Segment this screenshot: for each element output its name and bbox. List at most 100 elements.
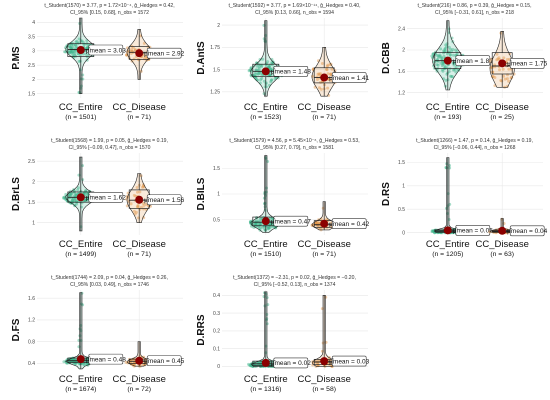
data-point [253,222,257,226]
data-point [134,210,138,214]
data-point [74,193,78,197]
y-tick-label: 2 [32,179,35,185]
data-point [70,45,74,49]
x-category-label: CC_Disease [113,102,166,113]
data-point [68,193,72,197]
x-category-count: (n = 1674) [65,386,96,393]
data-point [70,51,73,55]
data-point [266,226,270,230]
data-point [444,166,448,170]
mean-label: μ̂mean = 3.03 [86,47,126,54]
y-tick-label: 2.5 [28,63,35,69]
data-point [248,363,252,367]
data-point [142,204,146,207]
y-tick-label: 4 [32,20,35,26]
data-point [269,223,272,227]
data-point [444,78,448,82]
data-point [76,188,80,192]
data-point [82,362,86,366]
data-point [443,64,447,68]
data-point [497,56,501,60]
data-point [258,222,262,226]
data-point [440,56,444,60]
y-tick-label: 1.5 [28,200,35,206]
data-point [71,198,75,202]
data-point [68,51,72,55]
mean-point [76,193,85,202]
data-point [430,54,434,58]
data-point [254,72,258,76]
data-point [450,75,454,78]
data-point [262,79,266,83]
x-category-label: CC_Disease [298,374,351,385]
panel-stats-line-2: CI_95% [−0.52, 0.13], n_obs = 1374 [254,282,336,288]
y-tick-label: 0.8 [28,339,35,345]
data-point [498,68,501,72]
data-point [77,37,81,41]
data-point [262,37,266,41]
group-entire: μ̂mean = 1.62 [62,156,126,232]
data-point [69,49,73,53]
mean-label-box [273,66,309,77]
panel-stats-line-1: t_Student(1266) = 1.47, p = 0.14, ĝ_Hedg… [416,138,533,144]
data-point [507,67,511,71]
x-category-label: CC_Disease [298,102,351,113]
mean-point [261,217,270,226]
data-point [258,218,262,221]
panel-d-cbb: t_Student(216) = 0.86, p = 0.39, ĝ_Hedge… [381,3,548,121]
data-point [86,193,90,197]
panel-stats-line-1: t_Student(1592) = 3.77, p = 1.69×10⁻¹⁴, … [228,3,360,9]
data-point [65,361,69,365]
y-tick-label: 2 [402,48,405,54]
data-point [319,87,323,91]
data-point [260,65,264,69]
data-point [273,77,277,81]
x-category-count: (n = 1510) [250,251,281,258]
y-axis-label: D.FS [11,318,22,341]
data-point [496,57,500,61]
data-point [269,67,273,71]
panel-stats-line-1: t_Student(1570) = 3.77, p = 1.72×10⁻⁴, ĝ… [44,3,174,9]
y-tick-label: 0.2 [213,329,220,335]
data-point [447,45,451,49]
y-tick-label: 1.6 [398,69,405,75]
data-point [451,48,455,51]
mean-label-box [146,355,182,367]
mean-label-box [273,357,309,369]
y-tick-label: 3.5 [28,34,35,40]
mean-label: μ̂mean = 0.45 [144,358,184,365]
mean-point [320,219,329,228]
mean-label: μ̂mean = 1.62 [86,195,126,202]
data-point [442,49,446,53]
data-point [431,229,435,233]
data-point [259,72,263,76]
group-disease: μ̂mean = 2.92 [125,29,185,80]
data-point [450,75,454,79]
data-point [319,72,322,76]
y-axis-label: D.CBB [381,42,392,74]
data-point [325,67,328,71]
data-point [441,61,445,65]
y-tick-label: 0.1 [213,346,220,352]
data-point [314,221,318,225]
data-point [441,69,445,73]
data-point [69,49,72,53]
mean-label: μ̂mean = 0.42 [329,221,369,228]
y-tick-label: 1.2 [28,318,35,324]
mean-label: μ̂mean = 0.05 [453,228,493,235]
data-point [80,39,84,43]
x-category-label: CC_Entire [59,374,103,385]
group-disease: μ̂mean = 1.56 [125,173,185,223]
x-category-label: CC_Entire [426,239,470,250]
y-tick-label: 1.25 [210,89,220,95]
data-point [436,63,440,67]
data-point [443,47,447,51]
data-point [270,78,274,82]
data-point [71,51,75,55]
y-axis-label: D.RRS [196,314,207,345]
x-category-count: (n = 72) [127,386,151,393]
data-point [131,46,135,50]
panel-stats-line-1: t_Student(1372) = −2.31, p = 0.02, ĝ_Hed… [233,275,356,281]
data-point [505,77,509,81]
data-point [132,209,136,213]
